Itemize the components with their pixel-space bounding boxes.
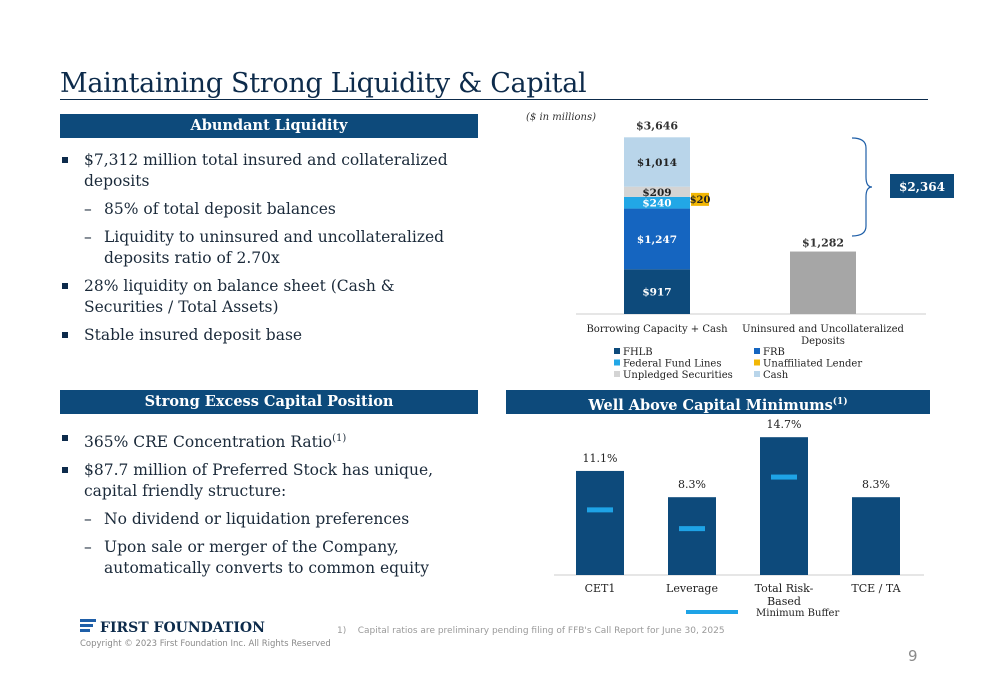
- sub-bullet-dash: –: [84, 228, 92, 246]
- bar: [760, 437, 808, 575]
- footnote: 1) Capital ratios are preliminary pendin…: [337, 626, 725, 636]
- liquidity-chart: ($ in millions) $917 $1,247 $240$209 $1,014 $…: [526, 112, 954, 381]
- legend-swatch: [686, 610, 738, 614]
- category-label: Based: [767, 595, 801, 608]
- capital-header: Strong Excess Capital Position: [60, 390, 478, 414]
- bullet-footnote-ref: (1): [332, 433, 347, 444]
- bullet-text: $87.7 million of Preferred Stock has uni…: [84, 461, 434, 501]
- total-label: $3,646: [636, 119, 678, 132]
- minimums-header-label: Well Above Capital Minimums: [588, 396, 833, 414]
- bullet-item: $7,312 million total insured and collate…: [60, 150, 465, 192]
- legend-label: Unaffiliated Lender: [763, 359, 862, 370]
- sub-bullet-item: –85% of total deposit balances: [60, 199, 465, 220]
- logo-text: FIRST FOUNDATION: [100, 620, 265, 636]
- legend-label: Unpledged Securities: [623, 370, 733, 381]
- category-label: Deposits: [801, 336, 845, 347]
- bullet-text: 28% liquidity on balance sheet (Cash & S…: [84, 277, 395, 316]
- footnote-text: Capital ratios are preliminary pending f…: [357, 626, 725, 636]
- bullet-item: 365% CRE Concentration Ratio(1): [60, 428, 465, 453]
- bullet-text: 85% of total deposit balances: [104, 200, 336, 218]
- minimums-header: Well Above Capital Minimums(1): [506, 390, 930, 414]
- legend-swatch: [614, 371, 620, 377]
- difference-box: [890, 174, 954, 198]
- title-divider: [60, 99, 928, 100]
- data-label: $209: [642, 187, 671, 199]
- category-label: TCE / TA: [851, 582, 901, 595]
- bullet-text: No dividend or liquidation preferences: [104, 510, 410, 529]
- bar: [668, 497, 716, 575]
- page-number: 9: [908, 647, 918, 665]
- minimum-buffer-marker: [587, 507, 613, 513]
- minimum-buffer-marker: [771, 474, 797, 480]
- bullet-text: Stable insured deposit base: [84, 326, 303, 344]
- difference-bracket: [851, 137, 873, 237]
- bar-segment: [691, 192, 709, 206]
- bullet-text: Upon sale or merger of the Company, auto…: [104, 538, 430, 578]
- data-label: $1,014: [637, 157, 677, 169]
- data-label: $917: [642, 287, 671, 299]
- data-label: 8.3%: [862, 478, 890, 491]
- bar-segment: [624, 137, 690, 187]
- legend-label: FHLB: [623, 347, 653, 358]
- data-label: $240: [642, 198, 671, 210]
- sub-bullet-item: – No dividend or liquidation preferences: [60, 509, 465, 530]
- sub-bullet-dash: –: [84, 538, 92, 557]
- category-label: Borrowing Capacity + Cash: [586, 324, 728, 335]
- liquidity-header: Abundant Liquidity: [60, 114, 478, 138]
- legend-swatch: [614, 348, 620, 354]
- company-logo: FIRST FOUNDATION: [80, 618, 270, 640]
- legend-swatch: [754, 371, 760, 377]
- bar-segment: [624, 269, 690, 314]
- legend-label: Cash: [763, 370, 789, 381]
- data-label: 14.7%: [767, 418, 802, 431]
- sub-bullet-item: – Liquidity to uninsured and uncollateral…: [60, 227, 465, 269]
- category-label: Uninsured and Uncollateralized: [742, 324, 904, 335]
- bar-segment: [624, 186, 690, 197]
- bar: [852, 497, 900, 575]
- minimums-header-footnote: (1): [832, 397, 848, 407]
- data-label: 11.1%: [583, 452, 618, 465]
- bullet-text: Liquidity to uninsured and uncollaterali…: [104, 228, 445, 267]
- bullet-item: 28% liquidity on balance sheet (Cash & S…: [60, 276, 465, 318]
- legend-swatch: [754, 348, 760, 354]
- bullet-item: $87.7 million of Preferred Stock has uni…: [60, 460, 465, 502]
- data-label: $1,247: [637, 234, 677, 246]
- legend-label: FRB: [763, 347, 785, 358]
- legend-swatch: [754, 359, 760, 366]
- bullet-text: 365% CRE Concentration Ratio: [84, 433, 333, 452]
- footnote-number: 1): [337, 626, 347, 636]
- capital-ratios-chart: 11.1% 8.3% 14.7% 8.3% CET1 Leverage Total Risk…: [554, 418, 924, 619]
- logo-mark: FIRST FOUNDATION: [80, 619, 265, 636]
- legend-swatch: [614, 359, 620, 366]
- data-label: $1,282: [802, 237, 844, 250]
- units-note: ($ in millions): [526, 112, 596, 123]
- page-title: Maintaining Strong Liquidity & Capital: [60, 68, 587, 99]
- category-label: CET1: [585, 582, 616, 595]
- category-label: Total Risk-: [755, 582, 814, 595]
- liquidity-bullet-list: $7,312 million total insured and collate…: [60, 150, 465, 353]
- data-label: $20: [690, 195, 711, 206]
- copyright-text: Copyright © 2023 First Foundation Inc. A…: [80, 639, 331, 649]
- bar-segment: [790, 251, 856, 314]
- sub-bullet-dash: –: [84, 200, 92, 218]
- bar: [576, 470, 624, 575]
- category-label: Leverage: [666, 582, 718, 595]
- capital-bullet-list: 365% CRE Concentration Ratio(1) $87.7 mil…: [60, 428, 465, 586]
- bar-segment: [624, 208, 690, 270]
- bullet-item: Stable insured deposit base: [60, 325, 465, 346]
- legend-label: Minimum Buffer: [756, 608, 839, 619]
- data-label: 8.3%: [678, 478, 706, 491]
- minimum-buffer-marker: [679, 526, 705, 532]
- bullet-text: $7,312 million total insured and collate…: [84, 151, 448, 190]
- legend-label: Federal Fund Lines: [623, 359, 721, 370]
- sub-bullet-item: – Upon sale or merger of the Company, aut…: [60, 537, 465, 579]
- bar-segment: [624, 196, 690, 209]
- difference-label: $2,364: [899, 180, 945, 194]
- sub-bullet-dash: –: [84, 510, 92, 529]
